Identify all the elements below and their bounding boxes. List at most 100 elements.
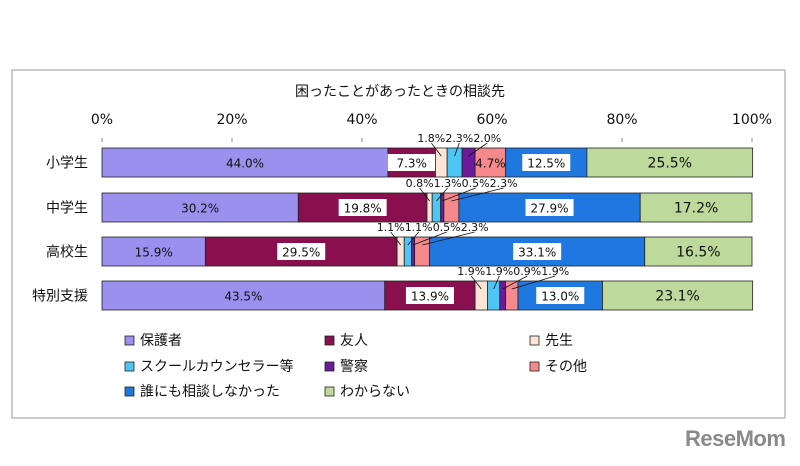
data-label: 43.5% [224, 290, 262, 304]
data-label-box [387, 154, 436, 171]
data-label: 4.7% [475, 157, 506, 171]
bar-segment [446, 147, 463, 178]
data-label-box [277, 243, 326, 260]
bar-segment [440, 192, 445, 223]
category-label: 特別支援 [32, 289, 88, 305]
bar-segment [410, 236, 416, 267]
chart-title: 困ったことがあったときの相談先 [295, 84, 505, 100]
legend-label: スクールカウンセラー等 [140, 358, 294, 375]
data-label-box [522, 154, 571, 171]
bar-segment [426, 192, 433, 223]
data-label: 2.0% [473, 132, 501, 145]
legend-label: 先生 [545, 333, 573, 349]
data-label: 2.3% [490, 177, 518, 190]
data-label: 16.5% [676, 245, 720, 261]
leader-line [436, 187, 448, 202]
leader-line [493, 275, 500, 290]
leader-line [419, 187, 430, 202]
data-label: 0.5% [462, 177, 490, 190]
bar-segment [403, 236, 412, 267]
leader-line [470, 275, 482, 290]
bar-segment [474, 280, 488, 311]
bar-segment [505, 280, 519, 311]
legend-swatch [324, 361, 335, 372]
x-tick-label: 0% [91, 112, 113, 128]
legend-swatch [124, 335, 135, 346]
data-label: 27.9% [530, 202, 568, 216]
x-tick-label: 60% [476, 112, 507, 128]
legend-swatch [124, 386, 135, 397]
legend-label: 警察 [340, 358, 368, 375]
x-tick-label: 100% [732, 112, 772, 128]
legend-label: 保護者 [140, 333, 182, 349]
category-label: 中学生 [46, 201, 88, 217]
category-label: 小学生 [46, 156, 88, 172]
leader-line [390, 231, 401, 246]
data-label: 1.8% [417, 132, 445, 145]
legend-label: わからない [340, 384, 410, 400]
legend-swatch [124, 361, 135, 372]
legend-swatch [529, 335, 540, 346]
data-label: 1.1% [377, 221, 405, 234]
data-label: 29.5% [282, 246, 320, 260]
bar-segment [644, 236, 753, 267]
bar-segment [101, 236, 206, 267]
data-label: 1.9% [541, 265, 569, 278]
data-label: 23.1% [655, 289, 699, 305]
bar-segment [499, 280, 507, 311]
leader-line [430, 142, 442, 157]
data-label-box [525, 199, 574, 216]
leader-line [407, 231, 419, 246]
data-label: 15.9% [135, 246, 173, 260]
bar-segment [101, 280, 386, 311]
bar-segment [639, 192, 753, 223]
data-label: 44.0% [226, 157, 264, 171]
data-label: 0.9% [513, 265, 541, 278]
data-label: 1.1% [405, 221, 433, 234]
leader-line [422, 231, 475, 246]
data-label: 13.0% [541, 290, 579, 304]
data-label: 13.9% [411, 290, 449, 304]
legend-swatch [324, 335, 335, 346]
data-label: 33.1% [518, 246, 556, 260]
data-label: 2.3% [461, 221, 489, 234]
leader-line [442, 187, 476, 202]
x-tick-label: 20% [216, 112, 247, 128]
data-label: 1.3% [434, 177, 462, 190]
data-label: 25.5% [648, 156, 692, 172]
data-label: 0.8% [406, 177, 434, 190]
x-tick-label: 80% [606, 112, 637, 128]
data-label: 1.9% [457, 265, 485, 278]
data-label: 0.5% [433, 221, 461, 234]
leader-line [511, 275, 556, 290]
data-label: 12.5% [527, 157, 565, 171]
leader-line [451, 187, 504, 202]
bar-segment [586, 147, 754, 178]
data-label: 2.3% [445, 132, 473, 145]
bar-segment [602, 280, 754, 311]
data-label-box [513, 243, 562, 260]
category-label: 高校生 [46, 244, 88, 261]
data-label-box [405, 287, 454, 304]
bar-segment [435, 147, 448, 178]
data-label: 7.3% [396, 157, 427, 171]
legend-label: その他 [545, 359, 587, 375]
data-label: 1.9% [485, 265, 513, 278]
data-label: 30.2% [181, 202, 219, 216]
legend-swatch [529, 361, 540, 372]
data-label-box [338, 199, 387, 216]
data-label-box [536, 287, 585, 304]
legend-label: 友人 [340, 333, 368, 349]
x-tick-label: 40% [346, 112, 377, 128]
bar-segment [487, 280, 501, 311]
leader-line [454, 142, 460, 157]
data-label: 17.2% [674, 201, 718, 217]
leader-line [412, 231, 447, 246]
leader-line [468, 142, 488, 157]
legend-label: 誰にも相談しなかった [140, 384, 280, 400]
data-label: 19.8% [344, 202, 382, 216]
legend-swatch [324, 386, 335, 397]
resemom-logo: ReseMom [685, 426, 786, 451]
bar-segment [458, 192, 641, 223]
